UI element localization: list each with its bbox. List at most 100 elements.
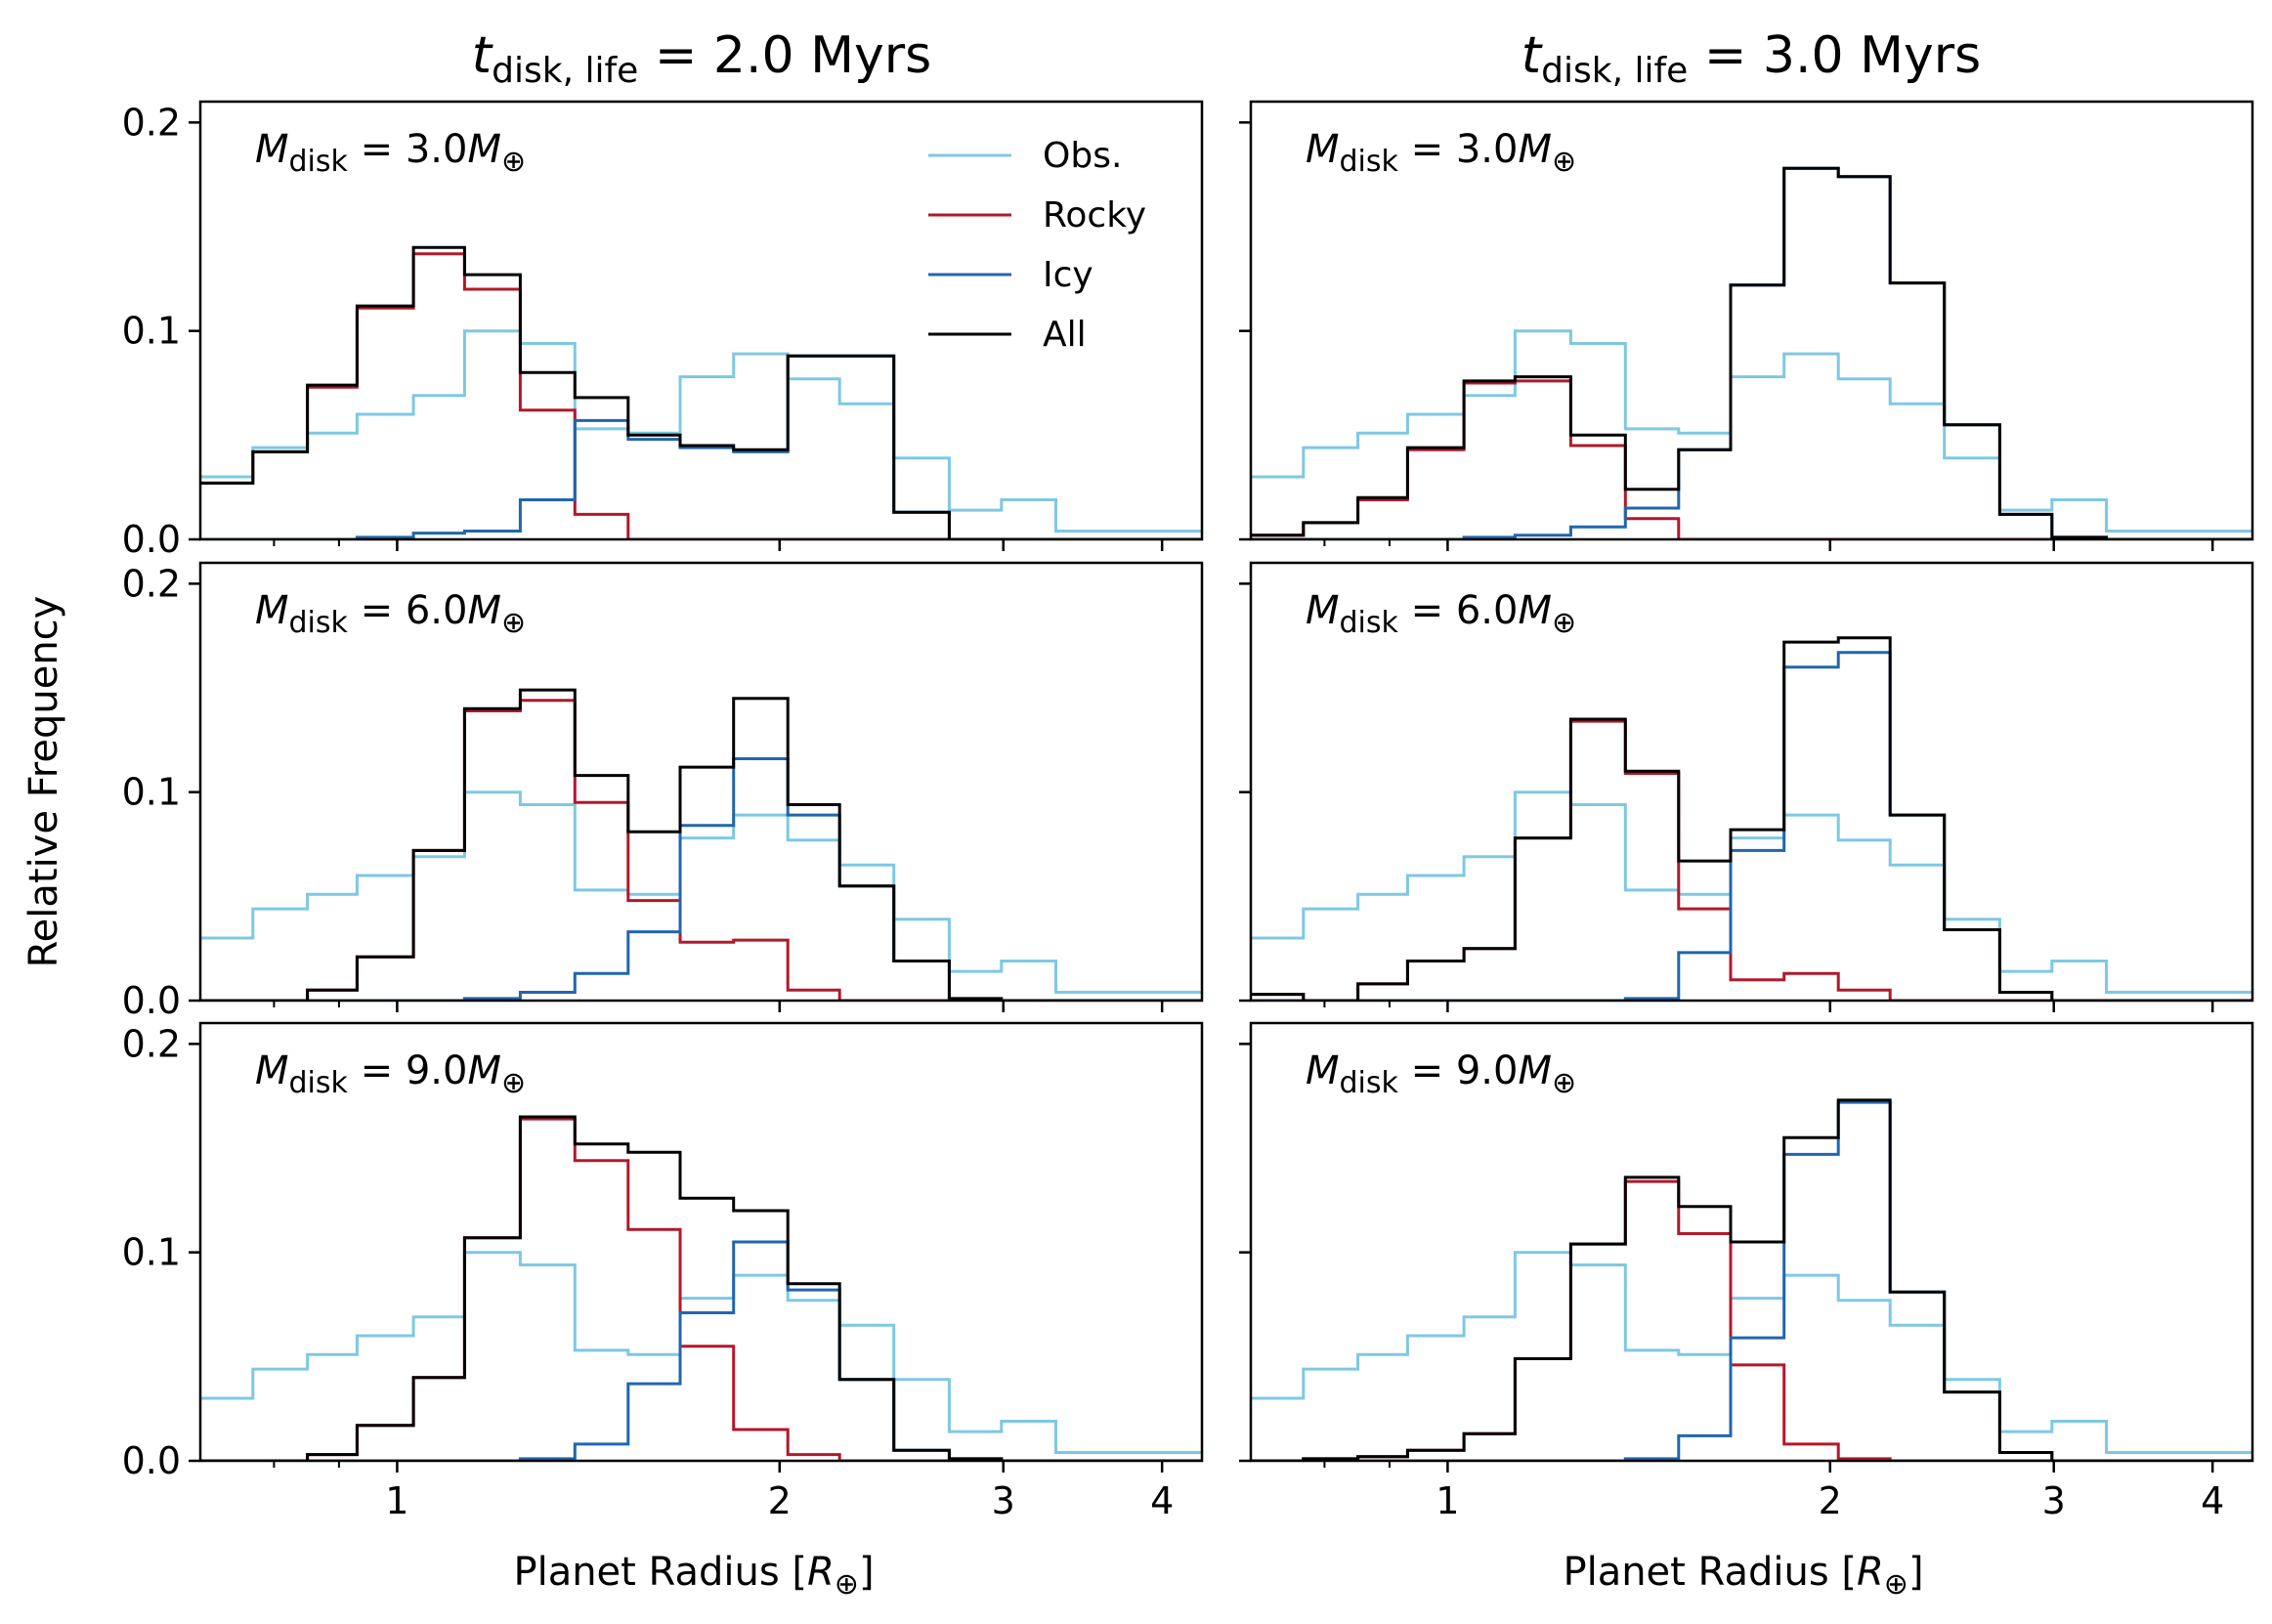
panel-label-part: disk xyxy=(1340,145,1399,179)
x-axis-label-close: ] xyxy=(859,1550,875,1595)
series-all-line xyxy=(200,1115,1202,1461)
series-rocky-line xyxy=(200,699,1202,1001)
column-title-prefix: t xyxy=(472,26,493,85)
series-group xyxy=(1251,636,2252,1001)
panel-label-part: ⊕ xyxy=(501,606,526,640)
legend-label-icy: Icy xyxy=(1043,255,1093,295)
y-tick-label: 0.0 xyxy=(122,518,181,561)
series-all-line xyxy=(200,688,1202,1001)
panel-label-part: = 9.0 xyxy=(1398,1048,1519,1093)
panel-label: Mdisk = 3.0M⊕ xyxy=(255,127,526,179)
y-tick-label: 0.2 xyxy=(122,1022,181,1065)
y-axis-label: Relative Frequency xyxy=(21,596,66,968)
panel-label-part: disk xyxy=(289,606,349,640)
column-title-prefix: t xyxy=(1522,26,1543,85)
series-group xyxy=(1251,1098,2252,1461)
series-all-line xyxy=(1251,1098,2252,1461)
series-obs-line xyxy=(1251,791,2252,994)
panel-r0-c0: 0.0 0.1 0.2 Mdisk = 3.0M⊕ Obs. Rocky Icy All xyxy=(122,100,1204,561)
panel-label-part: = 6.0 xyxy=(348,588,468,633)
panel-label-part: ⊕ xyxy=(501,1066,526,1100)
series-all-line xyxy=(1251,166,2252,539)
panel-label: Mdisk = 6.0M⊕ xyxy=(255,588,526,640)
series-icy-line xyxy=(200,354,1202,539)
panel-label-part: M xyxy=(255,127,289,172)
axes-frame xyxy=(1249,1021,2254,1463)
panel-label-part: ⊕ xyxy=(501,145,526,179)
x-tick-label: 2 xyxy=(768,1479,792,1522)
series-icy-line xyxy=(200,757,1202,1001)
panel-r1-c0: 0.0 0.1 0.2 Mdisk = 6.0M⊕ xyxy=(122,561,1204,1022)
column-title-subscript: disk, life xyxy=(1541,51,1688,91)
panel-label-part: M xyxy=(1518,1048,1552,1093)
panel-label: Mdisk = 9.0M⊕ xyxy=(255,1048,526,1100)
x-tick-label: 2 xyxy=(1819,1479,1842,1522)
panel-label-part: M xyxy=(1306,127,1340,172)
panel-r1-c1: Mdisk = 6.0M⊕ xyxy=(1239,561,2254,1012)
axes-frame xyxy=(198,561,1204,1003)
x-tick-label: 1 xyxy=(1436,1479,1459,1522)
legend-label-all: All xyxy=(1043,315,1087,355)
axes-frame xyxy=(1249,100,2254,541)
panel-label-part: disk xyxy=(1340,606,1399,640)
y-tick-label: 0.2 xyxy=(122,562,181,605)
column-title-value: = 3.0 Myrs xyxy=(1688,26,1981,85)
panel-label: Mdisk = 6.0M⊕ xyxy=(1306,588,1576,640)
series-rocky-line xyxy=(1251,719,2252,1001)
series-rocky-line xyxy=(200,252,1202,539)
series-obs-line xyxy=(200,329,1202,533)
panel-label-part: M xyxy=(467,1048,501,1093)
x-tick-label: 1 xyxy=(385,1479,408,1522)
y-tick-label: 0.0 xyxy=(122,1439,181,1482)
x-axis-label-left: Planet Radius [R⊕] xyxy=(513,1550,874,1602)
axes-frame xyxy=(1249,561,2254,1003)
panel-label-part: = 9.0 xyxy=(348,1048,468,1093)
series-icy-line xyxy=(200,1240,1202,1461)
panel-label-part: = 6.0 xyxy=(1398,588,1519,633)
y-tick-label: 0.0 xyxy=(122,979,181,1022)
panel-label-part: ⊕ xyxy=(1552,606,1576,640)
y-tick-label: 0.1 xyxy=(122,771,181,814)
panel-label-part: M xyxy=(1306,1048,1340,1093)
x-axis-label-symbol: R xyxy=(1857,1550,1884,1595)
axes-frame xyxy=(198,100,1204,541)
y-tick-label: 0.1 xyxy=(122,310,181,353)
series-obs-line xyxy=(1251,1251,2252,1454)
series-group xyxy=(200,688,1202,1001)
x-axis-label-text: Planet Radius [ xyxy=(513,1550,807,1595)
column-title-left: tdisk, life = 2.0 Myrs xyxy=(472,26,932,91)
panel-label-part: M xyxy=(1518,588,1552,633)
series-rocky-line xyxy=(1251,1179,2252,1461)
panel-label-part: disk xyxy=(289,1066,349,1100)
panel-label-part: M xyxy=(1306,588,1340,633)
panel-r0-c1: Mdisk = 3.0M⊕ xyxy=(1239,100,2254,551)
x-tick-label: 3 xyxy=(992,1479,1015,1522)
series-rocky-line xyxy=(1251,379,2252,539)
series-obs-line xyxy=(200,1251,1202,1454)
y-tick-label: 0.2 xyxy=(122,101,181,144)
x-axis-label-subscript: ⊕ xyxy=(835,1567,859,1602)
axes-frame xyxy=(198,1021,1204,1463)
x-tick-label: 4 xyxy=(2201,1479,2224,1522)
column-title-right: tdisk, life = 3.0 Myrs xyxy=(1522,26,1982,91)
x-axis-label-symbol: R xyxy=(807,1550,835,1595)
x-axis-label-close: ] xyxy=(1908,1550,1924,1595)
panel-label-part: = 3.0 xyxy=(348,127,468,172)
panel-label: Mdisk = 9.0M⊕ xyxy=(1306,1048,1576,1100)
panel-label-part: = 3.0 xyxy=(1398,127,1519,172)
panel-label-part: ⊕ xyxy=(1552,145,1576,179)
panel-label-part: disk xyxy=(1340,1066,1399,1100)
legend-label-obs: Obs. xyxy=(1043,136,1122,176)
panel-label-part: M xyxy=(467,127,501,172)
column-title-subscript: disk, life xyxy=(492,51,638,91)
panel-label: Mdisk = 3.0M⊕ xyxy=(1306,127,1576,179)
panel-label-part: M xyxy=(1518,127,1552,172)
series-group xyxy=(200,245,1202,539)
legend-label-rocky: Rocky xyxy=(1043,195,1146,235)
series-all-line xyxy=(1251,636,2252,1001)
series-rocky-line xyxy=(200,1117,1202,1461)
